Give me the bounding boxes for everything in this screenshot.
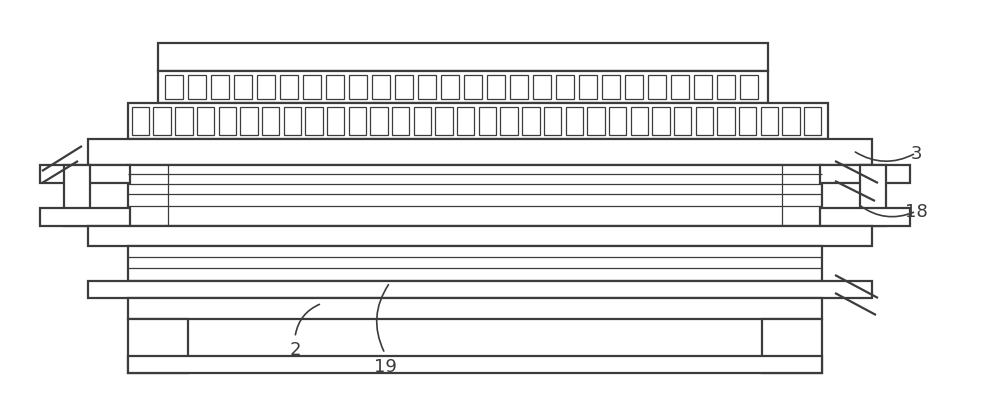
Bar (418, 76, 436, 100)
Bar (128, 319, 188, 373)
Bar (158, 72, 768, 104)
Bar (671, 76, 689, 100)
Bar (280, 76, 298, 100)
Bar (128, 104, 828, 140)
Bar (487, 76, 505, 100)
Bar (696, 108, 713, 136)
Bar (533, 76, 551, 100)
Bar (602, 76, 620, 100)
Bar (370, 108, 388, 136)
Bar (652, 108, 670, 136)
Bar (349, 108, 366, 136)
Bar (88, 227, 872, 246)
Bar (414, 108, 431, 136)
Text: 3: 3 (910, 145, 922, 162)
Bar (464, 76, 482, 100)
Bar (40, 209, 130, 227)
Bar (820, 166, 910, 184)
Bar (158, 44, 768, 72)
Bar (284, 108, 301, 136)
Bar (305, 108, 323, 136)
Bar (625, 76, 643, 100)
Bar (303, 76, 321, 100)
Bar (544, 108, 561, 136)
Bar (457, 108, 474, 136)
Bar (609, 108, 626, 136)
Bar (510, 76, 528, 100)
Bar (153, 108, 171, 136)
Bar (674, 108, 691, 136)
Bar (234, 76, 252, 100)
Bar (88, 140, 872, 166)
Bar (782, 108, 800, 136)
Bar (739, 108, 756, 136)
Text: 19: 19 (374, 357, 396, 375)
Bar (240, 108, 258, 136)
Bar (262, 108, 279, 136)
Text: 2: 2 (289, 340, 301, 358)
Bar (762, 319, 822, 373)
Bar (395, 76, 413, 100)
Bar (128, 356, 822, 373)
Bar (566, 108, 583, 136)
Bar (435, 108, 453, 136)
Bar (219, 108, 236, 136)
Bar (522, 108, 540, 136)
Bar (717, 76, 735, 100)
Bar (40, 166, 130, 184)
Bar (587, 108, 605, 136)
Bar (197, 108, 214, 136)
Bar (64, 166, 90, 227)
Bar (694, 76, 712, 100)
Bar (479, 108, 496, 136)
Bar (392, 108, 409, 136)
Bar (128, 246, 822, 281)
Bar (740, 76, 758, 100)
Bar (648, 76, 666, 100)
Bar (556, 76, 574, 100)
Bar (761, 108, 778, 136)
Bar (804, 108, 821, 136)
Bar (211, 76, 229, 100)
Bar (860, 166, 886, 227)
Bar (188, 76, 206, 100)
Bar (349, 76, 367, 100)
Bar (717, 108, 735, 136)
Bar (326, 76, 344, 100)
Bar (165, 76, 183, 100)
Bar (820, 209, 910, 227)
Bar (88, 281, 872, 298)
Bar (175, 108, 193, 136)
Text: 18: 18 (905, 203, 927, 221)
Bar (500, 108, 518, 136)
Bar (631, 108, 648, 136)
Bar (372, 76, 390, 100)
Bar (257, 76, 275, 100)
Bar (579, 76, 597, 100)
Bar (128, 298, 822, 319)
Bar (132, 108, 149, 136)
Bar (441, 76, 459, 100)
Bar (128, 166, 822, 227)
Bar (327, 108, 344, 136)
